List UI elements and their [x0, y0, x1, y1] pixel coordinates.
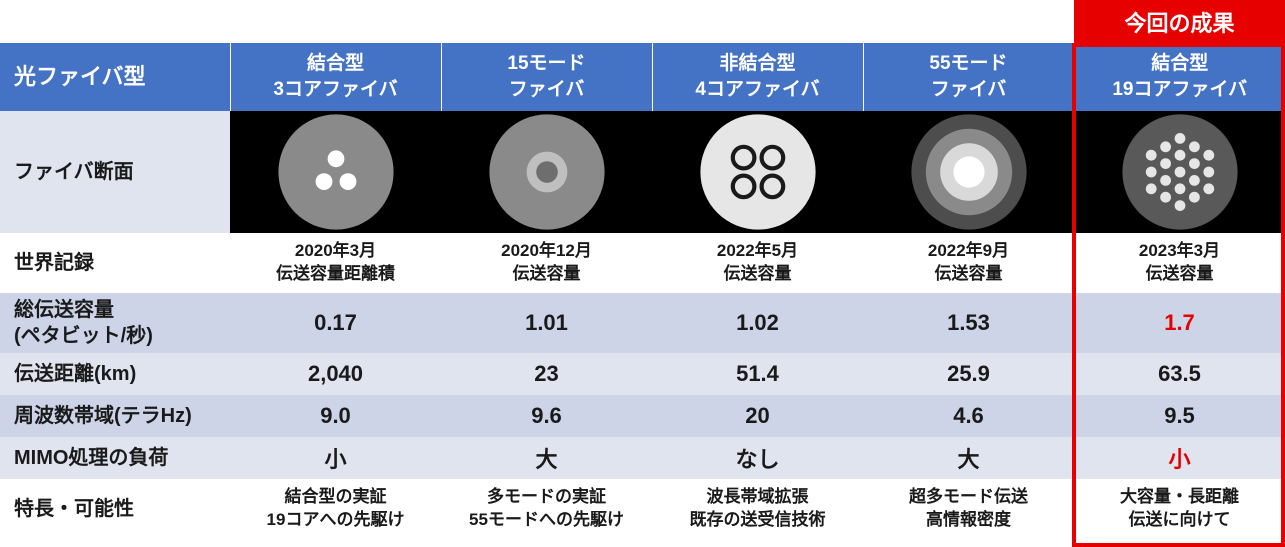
record-c1-l1: 2020年12月 [501, 241, 592, 260]
row-feature: 特長・可能性 結合型の実証 19コアへの先駆け 多モードの実証 55モードへの先駆け 波長… [0, 479, 1285, 539]
band-cell-4: 9.5 [1074, 395, 1285, 437]
feature-c3-l1: 超多モード伝送 [909, 487, 1028, 506]
hcol0-l2: 3コアファイバ [273, 79, 397, 100]
header-col-0: 結合型 3コアファイバ [230, 43, 441, 111]
feature-c3-l2: 高情報密度 [926, 510, 1011, 529]
band-cell-0: 9.0 [230, 395, 441, 437]
fiber-comparison-table: 光ファイバ型 結合型 3コアファイバ 15モード ファイバ 非結合型 4コアファ… [0, 43, 1285, 539]
mimo-cell-3: 大 [863, 437, 1074, 479]
mimo-cell-4: 小 [1074, 437, 1285, 479]
record-c2-l2: 伝送容量 [724, 264, 792, 283]
row-label-mimo: MIMO処理の負荷 [0, 437, 230, 479]
distance-cell-4: 63.5 [1074, 353, 1285, 395]
hcol3-l2: ファイバ [931, 79, 1007, 100]
feature-c0-l1: 結合型の実証 [285, 487, 387, 506]
record-c0-l1: 2020年3月 [295, 241, 376, 260]
record-cell-4: 2023年3月伝送容量 [1074, 233, 1285, 293]
distance-cell-0: 2,040 [230, 353, 441, 395]
feature-cell-3: 超多モード伝送高情報密度 [863, 479, 1074, 539]
record-c3-l1: 2022年9月 [928, 241, 1009, 260]
table-body: ファイバ断面世界記録2020年3月伝送容量距離積2020年12月伝送容量2022… [0, 111, 1285, 539]
capacity-cell-1: 1.01 [441, 293, 652, 353]
row-distance: 伝送距離(km)2,0402351.425.963.5 [0, 353, 1285, 395]
mimo-cell-1: 大 [441, 437, 652, 479]
row-record: 世界記録2020年3月伝送容量距離積2020年12月伝送容量2022年5月伝送容… [0, 233, 1285, 293]
band-cell-3: 4.6 [863, 395, 1074, 437]
row-cross: ファイバ断面 [0, 111, 1285, 233]
row-label-record: 世界記録 [0, 233, 230, 293]
feature-cell-0: 結合型の実証 19コアへの先駆け [230, 479, 441, 539]
row-label-distance: 伝送距離(km) [0, 353, 230, 395]
hcol2-l1: 非結合型 [719, 53, 795, 74]
feature-c2-l1: 波長帯域拡張 [707, 487, 809, 506]
row-label-feature: 特長・可能性 [0, 479, 230, 539]
feature-cell-2: 波長帯域拡張既存の送受信技術 [652, 479, 863, 539]
row-label-band: 周波数帯域(テラHz) [0, 395, 230, 437]
record-c4-l1: 2023年3月 [1139, 241, 1220, 260]
mimo-cell-0: 小 [230, 437, 441, 479]
capacity-cell-4: 1.7 [1074, 293, 1285, 353]
record-c4-l2: 伝送容量 [1146, 264, 1214, 283]
record-c2-l1: 2022年5月 [717, 241, 798, 260]
capacity-cell-2: 1.02 [652, 293, 863, 353]
record-c0-l2: 伝送容量距離積 [276, 264, 395, 283]
header-col-2: 非結合型 4コアファイバ [652, 43, 863, 111]
record-cell-0: 2020年3月伝送容量距離積 [230, 233, 441, 293]
header-col-1: 15モード ファイバ [441, 43, 652, 111]
hcol4-l2: 19コアファイバ [1112, 79, 1247, 100]
row-band: 周波数帯域(テラHz)9.09.6204.69.5 [0, 395, 1285, 437]
record-c1-l2: 伝送容量 [513, 264, 581, 283]
feature-c1-l1: 多モードの実証 [487, 487, 606, 506]
capacity-cell-0: 0.17 [230, 293, 441, 353]
hcol3-l1: 55モード [929, 53, 1007, 74]
header-col-4: 結合型 19コアファイバ [1074, 43, 1285, 111]
mimo-cell-2: なし [652, 437, 863, 479]
header-label: 光ファイバ型 [0, 43, 230, 111]
band-cell-2: 20 [652, 395, 863, 437]
row-label-capacity: 総伝送容量 (ペタビット/秒) [0, 293, 230, 353]
hcol4-l1: 結合型 [1151, 53, 1208, 74]
row-capacity: 総伝送容量 (ペタビット/秒) 0.171.011.021.531.7 [0, 293, 1285, 353]
record-cell-2: 2022年5月伝送容量 [652, 233, 863, 293]
record-c3-l2: 伝送容量 [935, 264, 1003, 283]
header-col-3: 55モード ファイバ [863, 43, 1074, 111]
fiber-cross-1 [441, 111, 652, 233]
record-cell-1: 2020年12月伝送容量 [441, 233, 652, 293]
rl1-capacity: 総伝送容量 [14, 299, 114, 321]
hcol1-l1: 15モード [507, 53, 585, 74]
feature-c4-l1: 大容量・長距離 [1120, 487, 1239, 506]
feature-c4-l2: 伝送に向けて [1129, 510, 1231, 529]
fiber-cross-2 [652, 111, 863, 233]
band-cell-1: 9.6 [441, 395, 652, 437]
capacity-cell-3: 1.53 [863, 293, 1074, 353]
record-cell-3: 2022年9月伝送容量 [863, 233, 1074, 293]
distance-cell-1: 23 [441, 353, 652, 395]
rl2-capacity: (ペタビット/秒) [14, 325, 153, 347]
row-label-cross: ファイバ断面 [0, 111, 230, 233]
hcol0-l1: 結合型 [307, 53, 364, 74]
table-wrap: 今回の成果 光ファイバ型 結合型 3コアファイバ 15モード ファイバ 非結合型… [0, 0, 1285, 539]
fiber-cross-4 [1074, 111, 1285, 233]
hcol1-l2: ファイバ [509, 79, 585, 100]
distance-cell-2: 51.4 [652, 353, 863, 395]
feature-c0-l2: 19コアへの先駆け [267, 510, 405, 529]
fiber-cross-0 [230, 111, 441, 233]
header-row: 光ファイバ型 結合型 3コアファイバ 15モード ファイバ 非結合型 4コアファ… [0, 43, 1285, 111]
feature-cell-1: 多モードの実証 55モードへの先駆け [441, 479, 652, 539]
feature-c2-l2: 既存の送受信技術 [690, 510, 826, 529]
achievement-banner: 今回の成果 [1074, 0, 1285, 43]
feature-c1-l2: 55モードへの先駆け [469, 510, 624, 529]
distance-cell-3: 25.9 [863, 353, 1074, 395]
row-mimo: MIMO処理の負荷小大なし大小 [0, 437, 1285, 479]
feature-cell-4: 大容量・長距離伝送に向けて [1074, 479, 1285, 539]
hcol2-l2: 4コアファイバ [695, 79, 819, 100]
fiber-cross-3 [863, 111, 1074, 233]
